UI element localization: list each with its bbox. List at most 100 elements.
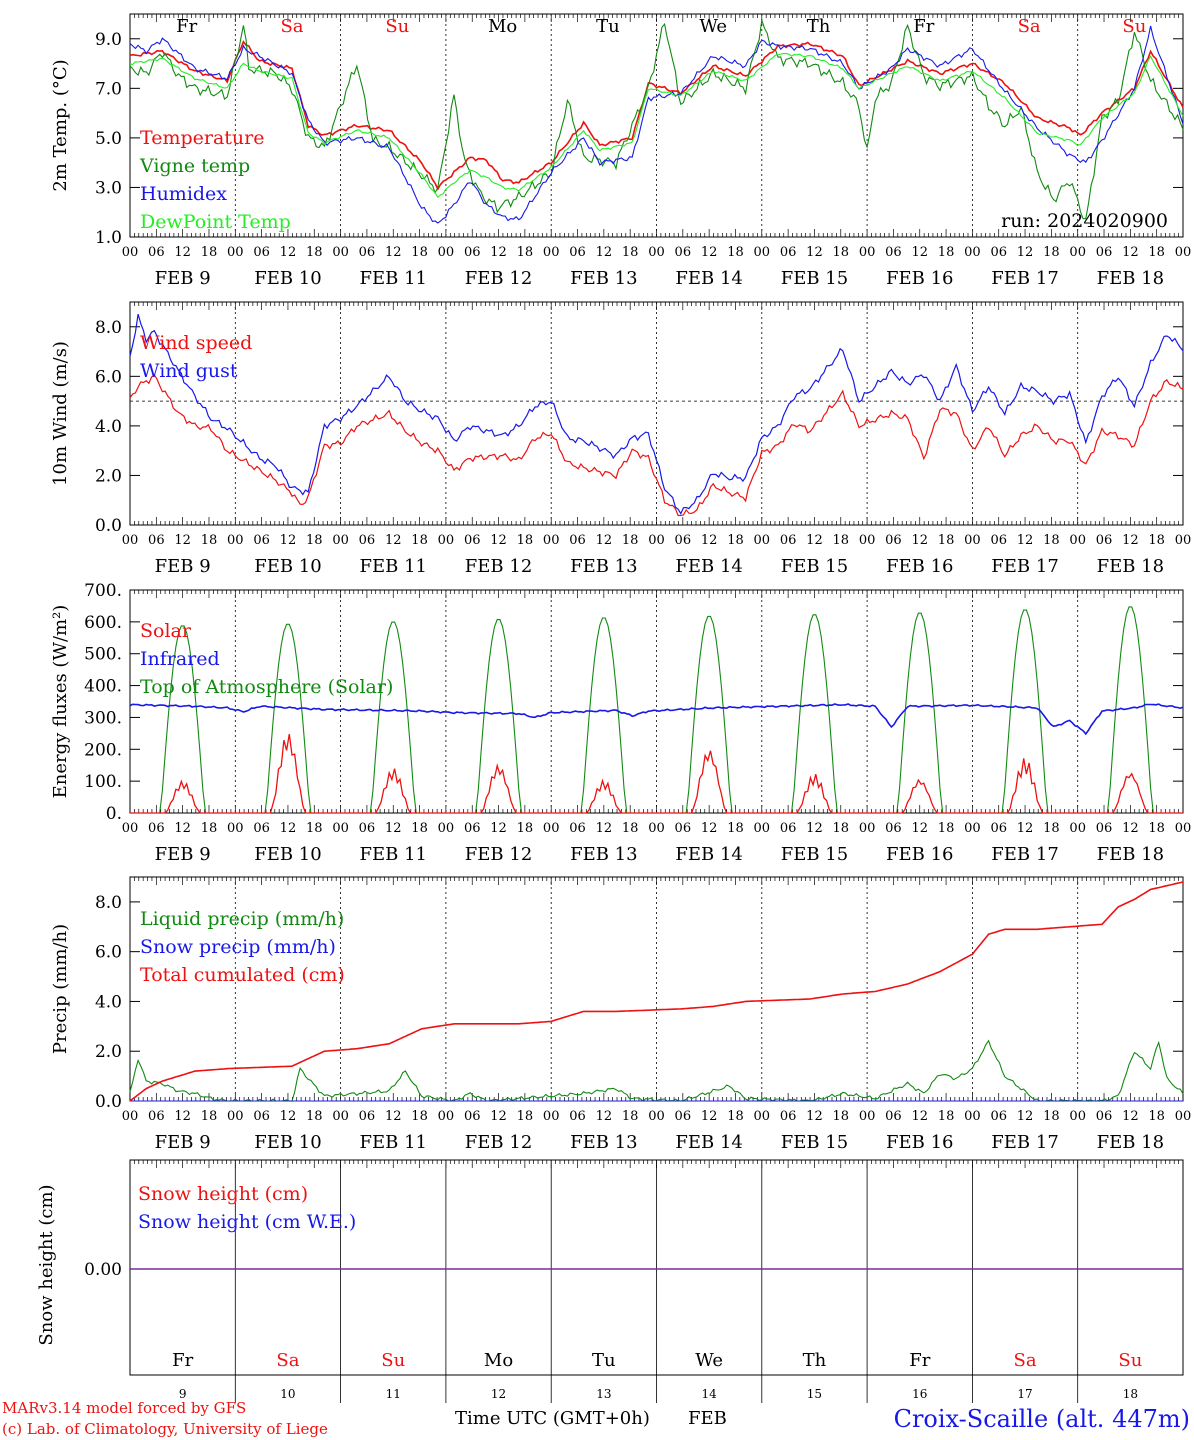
hour-tick-label: 06	[253, 821, 270, 836]
legend-entry: Temperature	[140, 127, 264, 149]
month-label: FEB	[688, 1408, 727, 1429]
legend-entry: Solar	[140, 620, 192, 642]
hour-tick-label: 06	[253, 1109, 270, 1124]
hour-tick-label: 00	[543, 533, 560, 548]
hour-tick-label: 12	[911, 1109, 928, 1124]
date-label: FEB 11	[360, 268, 427, 289]
hour-tick-label: 00	[859, 1109, 876, 1124]
hour-tick-label: 00	[122, 245, 139, 260]
series-line-liquid-precip	[129, 1039, 1184, 1102]
y-tick-label: 300.	[84, 708, 122, 728]
day-name: We	[699, 16, 727, 37]
y-tick-label: 4.0	[95, 992, 122, 1012]
hour-tick-label: 12	[174, 1109, 191, 1124]
y-tick-label: 8.0	[95, 893, 122, 913]
hour-tick-label: 00	[1069, 245, 1086, 260]
credit-line: MARv3.14 model forced by GFS	[2, 1399, 246, 1417]
hour-tick-label: 00	[543, 821, 560, 836]
hour-tick-label: 18	[306, 1109, 323, 1124]
y-tick-label: 3.0	[95, 178, 122, 198]
hour-tick-label: 18	[517, 533, 534, 548]
hour-tick-label: 18	[1148, 821, 1165, 836]
hour-tick-label: 00	[227, 245, 244, 260]
day-number: 9	[179, 1387, 187, 1401]
day-number: 12	[491, 1387, 506, 1401]
hour-tick-label: 18	[1043, 821, 1060, 836]
hour-tick-label: 00	[859, 245, 876, 260]
date-label: FEB 17	[991, 556, 1058, 577]
date-label: FEB 18	[1097, 1132, 1164, 1153]
y-axis-label: Precip (mm/h)	[50, 924, 71, 1054]
day-name: Th	[807, 16, 831, 37]
date-label: FEB 10	[254, 556, 321, 577]
hour-tick-label: 12	[911, 821, 928, 836]
hour-tick-label: 18	[201, 1109, 218, 1124]
hour-tick-label: 12	[911, 245, 928, 260]
date-label: FEB 11	[360, 556, 427, 577]
date-label: FEB 9	[155, 1132, 211, 1153]
day-name: Su	[1122, 16, 1146, 37]
hour-tick-label: 00	[648, 245, 665, 260]
day-name: Su	[381, 1350, 405, 1371]
hour-tick-label: 18	[411, 533, 428, 548]
station-label: Croix-Scaille (alt. 447m)	[894, 1405, 1190, 1433]
hour-tick-label: 00	[1175, 245, 1192, 260]
hour-tick-label: 00	[227, 1109, 244, 1124]
hour-tick-label: 00	[332, 821, 349, 836]
hour-tick-label: 18	[1043, 533, 1060, 548]
hour-tick-label: 18	[1043, 1109, 1060, 1124]
day-name: Sa	[276, 1350, 299, 1371]
hour-tick-label: 06	[359, 533, 376, 548]
hour-tick-label: 06	[780, 533, 797, 548]
hour-tick-label: 18	[622, 533, 639, 548]
hour-tick-label: 12	[701, 1109, 718, 1124]
day-number: 14	[702, 1387, 718, 1401]
hour-tick-label: 12	[490, 821, 507, 836]
hour-tick-label: 06	[1096, 821, 1113, 836]
hour-tick-label: 06	[780, 1109, 797, 1124]
legend-entry: Wind gust	[140, 360, 238, 382]
hour-tick-label: 12	[701, 245, 718, 260]
hour-tick-label: 12	[701, 821, 718, 836]
hour-tick-label: 06	[1096, 1109, 1113, 1124]
hour-tick-label: 18	[622, 821, 639, 836]
hour-tick-label: 12	[596, 1109, 613, 1124]
hour-tick-label: 18	[727, 533, 744, 548]
legend-entry: Snow height (cm W.E.)	[138, 1211, 356, 1233]
hour-tick-label: 00	[122, 533, 139, 548]
hour-tick-label: 00	[754, 533, 771, 548]
y-tick-label: 0.	[106, 804, 122, 824]
hour-tick-label: 00	[227, 821, 244, 836]
hour-tick-label: 12	[911, 533, 928, 548]
hour-tick-label: 06	[359, 821, 376, 836]
panel-temperature	[129, 13, 1184, 238]
hour-tick-label: 12	[1017, 533, 1034, 548]
hour-tick-label: 06	[675, 533, 692, 548]
date-label: FEB 17	[991, 844, 1058, 865]
legend-entry: Total cumulated (cm)	[140, 964, 345, 986]
hour-tick-label: 06	[569, 821, 586, 836]
hour-tick-label: 00	[754, 245, 771, 260]
date-label: FEB 11	[360, 844, 427, 865]
hour-tick-label: 12	[385, 1109, 402, 1124]
hour-tick-label: 00	[1175, 1109, 1192, 1124]
hour-tick-label: 06	[359, 1109, 376, 1124]
date-label: FEB 14	[675, 844, 742, 865]
date-label: FEB 18	[1097, 268, 1164, 289]
hour-tick-label: 12	[1122, 245, 1139, 260]
series-line-solar	[130, 733, 1183, 814]
panel-wind	[129, 301, 1184, 526]
hour-tick-label: 18	[727, 245, 744, 260]
y-axis-label: 10m Wind (m/s)	[50, 341, 71, 486]
series-line-humidex	[129, 25, 1184, 224]
hour-tick-label: 06	[253, 533, 270, 548]
hour-tick-label: 00	[964, 533, 981, 548]
date-label: FEB 15	[781, 844, 848, 865]
run-label: run: 2024020900	[1001, 210, 1168, 232]
date-label: FEB 13	[570, 1132, 637, 1153]
date-label: FEB 13	[570, 844, 637, 865]
hour-tick-label: 00	[438, 533, 455, 548]
date-label: FEB 15	[781, 268, 848, 289]
hour-tick-label: 06	[148, 1109, 165, 1124]
hour-tick-label: 00	[648, 1109, 665, 1124]
